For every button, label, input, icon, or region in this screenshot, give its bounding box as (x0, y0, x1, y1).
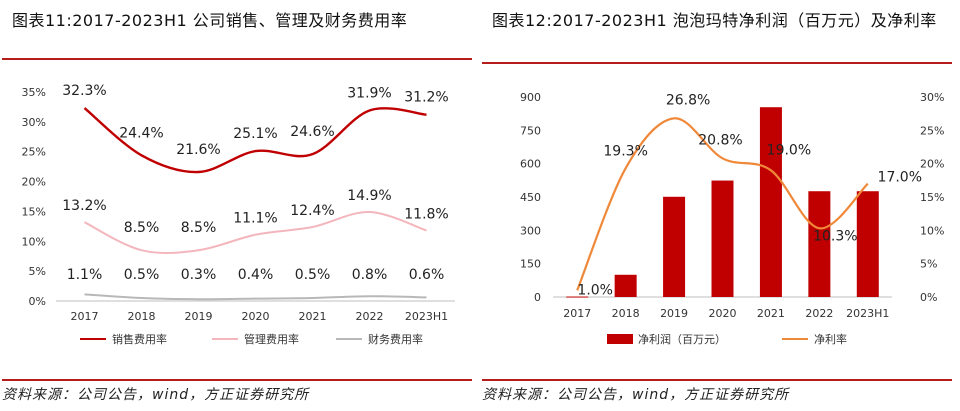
source-rule (2, 379, 472, 381)
chart-title: 图表12:2017-2023H1 泡泡玛特净利润（百万元）及净利率 (492, 11, 937, 30)
x-tick-label: 2019 (185, 310, 213, 323)
y2-tick-label: 15% (920, 191, 944, 204)
data-label: 14.9% (347, 188, 391, 204)
y-tick-label: 25% (22, 146, 46, 159)
x-tick-label: 2018 (612, 307, 640, 320)
bar (566, 296, 589, 298)
y-tick-label: 150 (520, 258, 541, 271)
data-label: 10.3% (813, 228, 857, 244)
bar (856, 191, 879, 297)
data-label: 0.5% (295, 267, 331, 283)
x-tick-label: 2020 (242, 310, 270, 323)
data-label: 0.6% (409, 267, 445, 283)
data-label: 0.4% (238, 267, 274, 283)
x-tick-label: 2019 (660, 307, 688, 320)
y2-tick-label: 10% (920, 224, 944, 237)
x-tick-label: 2022 (356, 310, 384, 323)
y-tick-label: 600 (520, 158, 541, 171)
x-tick-label: 2023H1 (846, 307, 889, 320)
y-tick-label: 300 (520, 224, 541, 237)
data-label: 24.4% (119, 125, 163, 141)
x-tick-label: 2021 (299, 310, 327, 323)
y2-tick-label: 0% (920, 291, 937, 304)
legend-label: 销售费用率 (112, 332, 167, 346)
x-tick-label: 2018 (128, 310, 156, 323)
y2-tick-label: 30% (920, 91, 944, 104)
legend-label: 净利率 (814, 332, 847, 346)
y-tick-label: 5% (29, 265, 46, 278)
data-label: 31.2% (404, 90, 448, 106)
x-tick-label: 2023H1 (405, 310, 448, 323)
y-tick-label: 10% (22, 235, 46, 248)
data-label: 8.5% (181, 220, 217, 236)
data-label: 31.9% (347, 86, 391, 102)
data-label: 26.8% (666, 92, 710, 108)
legend-label: 管理费用率 (244, 332, 299, 346)
y-tick-label: 35% (22, 86, 46, 99)
data-label: 32.3% (62, 83, 106, 99)
net-profit-combo-chart: 0 150 300 450 600 750 900 0% 5% 10% 15% 20% 25% 30% 20… (520, 91, 944, 346)
series-line-3 (84, 293, 427, 301)
y-tick-label: 450 (520, 191, 541, 204)
data-label: 0.8% (352, 267, 388, 283)
x-tick-label: 2022 (805, 307, 833, 320)
expense-ratio-line-chart: 0% 5% 10% 15% 20% 25% 30% 35% 2017 2018 2019 2020 20… (22, 83, 455, 346)
title-rule (482, 62, 952, 64)
series-line-2 (84, 210, 427, 254)
y-tick-label: 900 (520, 91, 541, 104)
data-label: 20.8% (698, 132, 742, 148)
data-label: 19.0% (767, 142, 811, 158)
data-label: 21.6% (176, 142, 220, 158)
data-label: 12.4% (290, 203, 334, 219)
bar (614, 274, 637, 297)
chart-panel-expense-ratios: 图表11:2017-2023H1 公司销售、管理及财务费用率 0% 5% 10% 15… (2, 11, 472, 403)
y2-tick-label: 20% (920, 158, 944, 171)
y-tick-label: 0 (534, 291, 541, 304)
data-label: 1.0% (577, 282, 613, 298)
y-tick-label: 750 (520, 124, 541, 137)
y-tick-label: 20% (22, 176, 46, 189)
source-note: 资料来源：公司公告，wind，方正证券研究所 (2, 387, 310, 403)
y-tick-label: 15% (22, 205, 46, 218)
legend-label: 净利润（百万元） (638, 332, 726, 346)
data-label: 13.2% (62, 198, 106, 214)
y-tick-label: 0% (29, 295, 46, 308)
chart-panel-net-profit: 图表12:2017-2023H1 泡泡玛特净利润（百万元）及净利率 0 150 30… (480, 0, 960, 411)
data-label: 24.6% (290, 124, 334, 140)
legend-swatch (607, 334, 633, 344)
x-tick-label: 2017 (563, 307, 591, 320)
bar (663, 196, 686, 297)
source-rule (482, 379, 952, 381)
data-label: 0.3% (181, 267, 217, 283)
y-tick-label: 30% (22, 116, 46, 129)
net-margin-line (576, 117, 869, 291)
data-label: 11.1% (233, 211, 277, 227)
y2-tick-label: 5% (920, 258, 937, 271)
data-label: 1.1% (67, 267, 103, 283)
data-label: 25.1% (233, 126, 277, 142)
bar (711, 180, 734, 297)
bar (759, 107, 782, 297)
data-label: 11.8% (404, 207, 448, 223)
data-label: 17.0% (878, 170, 922, 186)
legend-label: 财务费用率 (368, 332, 423, 346)
y2-tick-label: 25% (920, 124, 944, 137)
data-label: 19.3% (603, 143, 647, 159)
source-note: 资料来源：公司公告，wind，方正证券研究所 (482, 387, 790, 403)
title-rule (2, 58, 472, 60)
x-tick-label: 2021 (757, 307, 785, 320)
chart-title: 图表11:2017-2023H1 公司销售、管理及财务费用率 (12, 11, 408, 30)
x-tick-label: 2020 (709, 307, 737, 320)
series-line-1 (83, 107, 427, 174)
data-label: 8.5% (124, 220, 160, 236)
data-label: 0.5% (124, 267, 160, 283)
bar (808, 191, 831, 297)
x-tick-label: 2017 (71, 310, 99, 323)
